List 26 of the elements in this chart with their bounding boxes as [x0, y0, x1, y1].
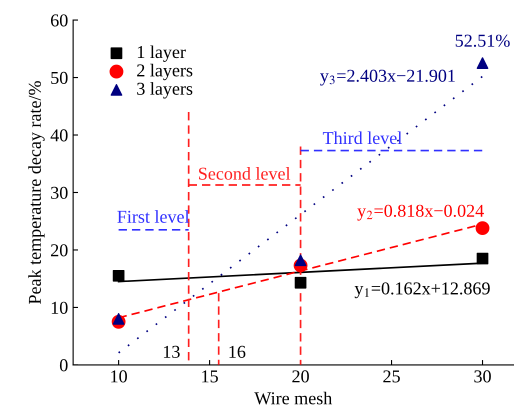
x-tick-label: 10: [111, 370, 127, 382]
y-tick-label: 10: [52, 302, 68, 314]
annotation: First level: [117, 210, 190, 223]
legend-label: 2 layers: [137, 64, 192, 80]
annotation: y$_{2}$=0.818x−0.024: [357, 204, 484, 221]
y-tick-label: 20: [51, 244, 68, 256]
y-tick-label: 60: [50, 14, 68, 27]
y-tick-label: 0: [60, 359, 68, 372]
legend-label: 3 layers: [137, 82, 192, 99]
annotation: Second level: [198, 167, 290, 180]
annotation: y$_{3}$=2.403x−21.901: [320, 70, 455, 86]
x-tick-label: 20: [292, 370, 309, 382]
y-tick-label: 30: [51, 186, 68, 199]
x-tick-label: 15: [202, 370, 218, 382]
data-label: 52.51%: [456, 34, 510, 47]
y-tick-label: 50: [51, 72, 68, 84]
annotation: Third level: [322, 131, 402, 144]
annotation: 16: [229, 346, 246, 358]
y-axis-title: Peak temperature decay rate/%: [28, 81, 45, 304]
y-tick-label: 40: [50, 129, 68, 142]
annotation: y$_{1}$=0.162x+12.869: [354, 282, 490, 298]
x-tick-label: 30: [474, 370, 491, 382]
x-axis-title: Wire mesh: [254, 392, 332, 405]
legend-label: 1 layer: [138, 45, 186, 62]
annotation: 13: [164, 346, 180, 358]
x-tick-label: 25: [383, 370, 400, 382]
